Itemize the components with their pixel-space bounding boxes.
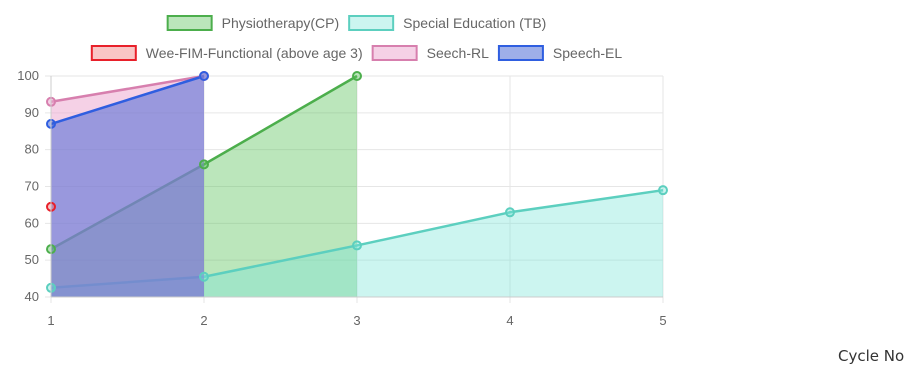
legend-label: Special Education (TB) [403,15,546,31]
point-physiotherapy-cp[interactable] [352,71,362,81]
chart-legend: Physiotherapy(CP) Special Education (TB) W… [90,15,622,61]
y-tick-label: 80 [25,142,39,157]
legend-swatch [90,45,137,61]
legend-swatch [371,45,418,61]
point-special-education-tb[interactable] [352,240,362,251]
chart-axes: 40 50 60 70 80 90 100 1 2 3 4 5 [17,68,666,328]
line-seech-rl [50,74,205,104]
x-axis-title: Cycle No [838,347,905,365]
x-tick-label: 3 [353,313,360,328]
chart-areas [50,74,664,297]
legend-item-wee-fim-functional-above-age-3[interactable]: Wee-FIM-Functional (above age 3) [90,45,363,61]
line-speech-el [50,74,205,126]
y-tick-label: 40 [25,289,39,304]
legend-label: Wee-FIM-Functional (above age 3) [146,45,363,61]
legend-swatch [497,45,544,61]
legend-label: Seech-RL [427,45,489,61]
legend-swatch [348,15,395,31]
x-tick-label: 4 [506,313,513,328]
point-special-education-tb[interactable] [658,185,668,196]
legend-swatch [166,15,213,31]
point-physiotherapy-cp[interactable] [199,159,209,170]
y-tick-label: 70 [25,179,39,194]
point-special-education-tb[interactable] [505,207,515,218]
legend-item-speech-el[interactable]: Speech-EL [497,45,622,61]
point-special-education-tb[interactable] [199,271,209,282]
legend-item-seech-rl[interactable]: Seech-RL [371,45,489,61]
legend-item-physiotherapy-cp[interactable]: Physiotherapy(CP) [166,15,340,31]
legend-item-special-education-tb[interactable]: Special Education (TB) [348,15,546,31]
area-speech-el [51,76,204,297]
y-tick-label: 100 [17,68,39,83]
x-tick-label: 1 [47,313,54,328]
y-tick-label: 90 [25,105,39,120]
y-tick-label: 60 [25,215,39,230]
legend-label: Speech-EL [553,45,622,61]
legend-label: Physiotherapy(CP) [222,15,340,31]
y-tick-label: 50 [25,252,39,267]
point-speech-el[interactable] [199,71,209,81]
x-tick-label: 2 [200,313,207,328]
x-tick-label: 5 [659,313,666,328]
